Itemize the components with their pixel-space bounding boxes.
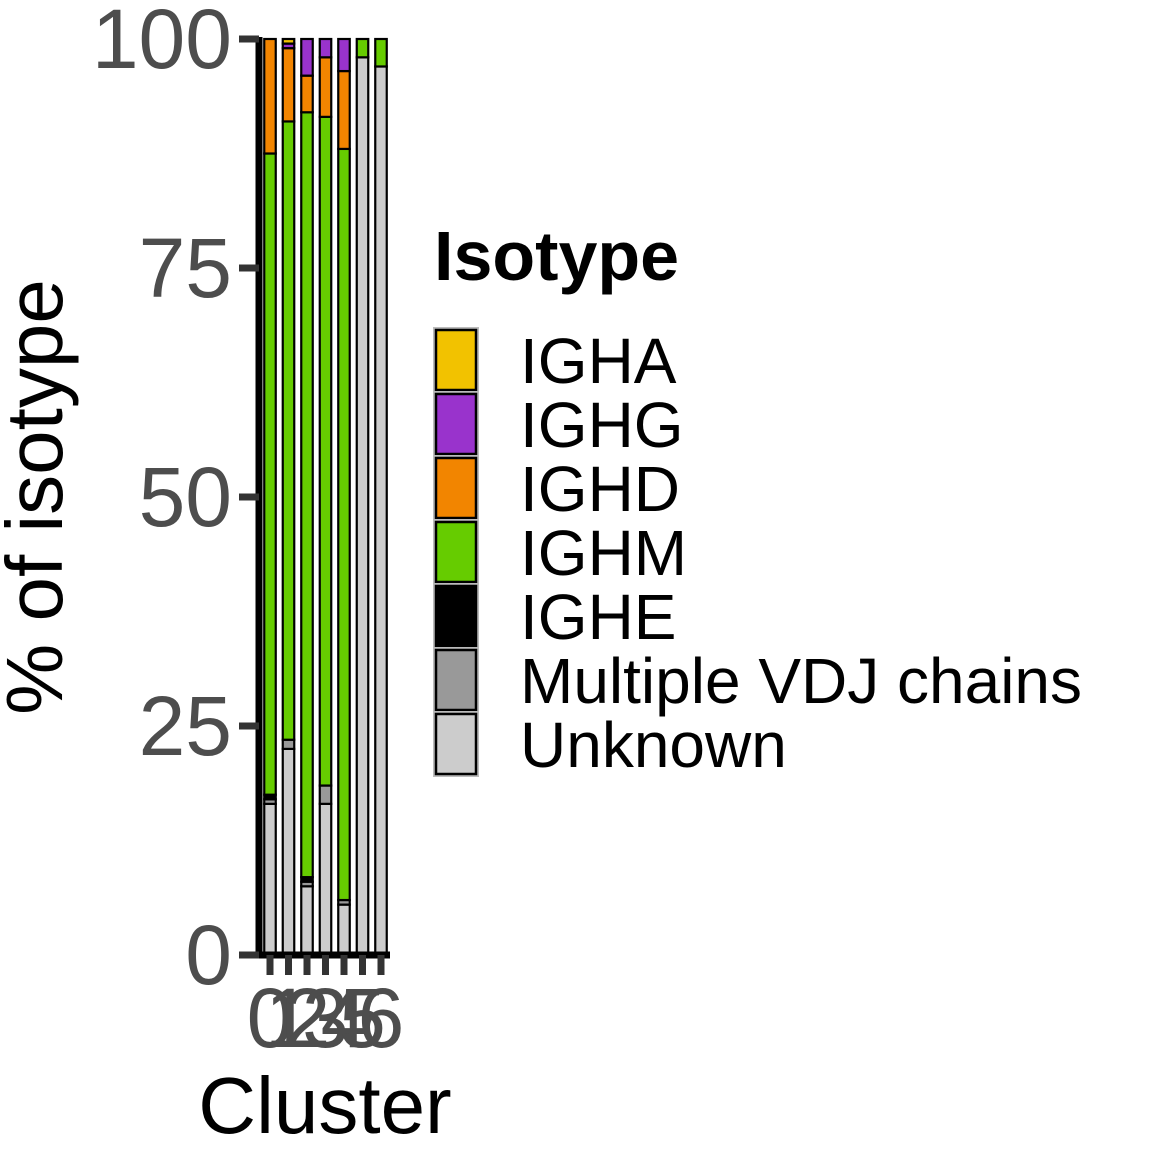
legend-swatch-multiple-vdj-chains: [436, 650, 476, 710]
bar-segment-cluster-4-ighd: [338, 71, 350, 149]
legend-label-ighg: IGHG: [520, 389, 684, 461]
bar-segment-cluster-4-ighm: [338, 149, 350, 900]
bar-segment-cluster-3-ighg: [320, 39, 332, 57]
legend-swatch-unknown: [436, 714, 476, 774]
bar-segment-cluster-0-ighm: [264, 154, 276, 795]
legend-swatch-ighg: [436, 394, 476, 454]
bar-segment-cluster-5-unknown: [357, 57, 369, 955]
bar-segment-cluster-2-ighg: [301, 39, 313, 76]
bar-segment-cluster-3-multiple-vdj-chains: [320, 786, 332, 804]
y-tick-label-75: 75: [139, 221, 232, 315]
bar-segment-cluster-6-ighm: [375, 39, 387, 66]
bar-segment-cluster-2-ighm: [301, 112, 313, 877]
bar-segment-cluster-3-unknown: [320, 804, 332, 955]
x-axis-title: Cluster: [198, 1061, 451, 1150]
y-axis-title: % of isotype: [0, 279, 79, 715]
y-tick-label-0: 0: [185, 908, 232, 1002]
bar-segment-cluster-2-unknown: [301, 886, 313, 955]
bar-segment-cluster-4-ighg: [338, 39, 350, 71]
bar-segment-cluster-1-multiple-vdj-chains: [283, 740, 295, 749]
legend-label-ighd: IGHD: [520, 453, 680, 525]
legend-swatch-ighm: [436, 522, 476, 582]
y-tick-label-100: 100: [92, 0, 232, 86]
bar-segment-cluster-0-unknown: [264, 804, 276, 955]
legend-label-ighm: IGHM: [520, 517, 687, 589]
legend-label-multiple-vdj-chains: Multiple VDJ chains: [520, 645, 1082, 717]
bar-segment-cluster-1-igha: [283, 39, 295, 44]
legend-swatch-igha: [436, 330, 476, 390]
x-tick-label-6: 6: [358, 971, 405, 1065]
bar-segment-cluster-0-ighd: [264, 39, 276, 154]
y-tick-label-25: 25: [139, 679, 232, 773]
legend-label-unknown: Unknown: [520, 709, 787, 781]
bar-segment-cluster-6-unknown: [375, 66, 387, 955]
bar-segment-cluster-3-ighm: [320, 117, 332, 786]
legend-title: Isotype: [434, 217, 679, 295]
bar-segment-cluster-1-ighm: [283, 121, 295, 739]
legend-label-ighe: IGHE: [520, 581, 676, 653]
legend-swatch-ighe: [436, 586, 476, 646]
legend-label-igha: IGHA: [520, 325, 677, 397]
bars-layer: [264, 39, 387, 955]
bar-segment-cluster-2-ighd: [301, 76, 313, 113]
bar-segment-cluster-3-ighd: [320, 57, 332, 117]
bar-segment-cluster-4-unknown: [338, 905, 350, 955]
bar-segment-cluster-1-ighd: [283, 48, 295, 121]
bar-segment-cluster-1-unknown: [283, 749, 295, 955]
y-tick-label-50: 50: [139, 450, 232, 544]
bar-segment-cluster-5-ighm: [357, 39, 369, 57]
legend-swatch-ighd: [436, 458, 476, 518]
